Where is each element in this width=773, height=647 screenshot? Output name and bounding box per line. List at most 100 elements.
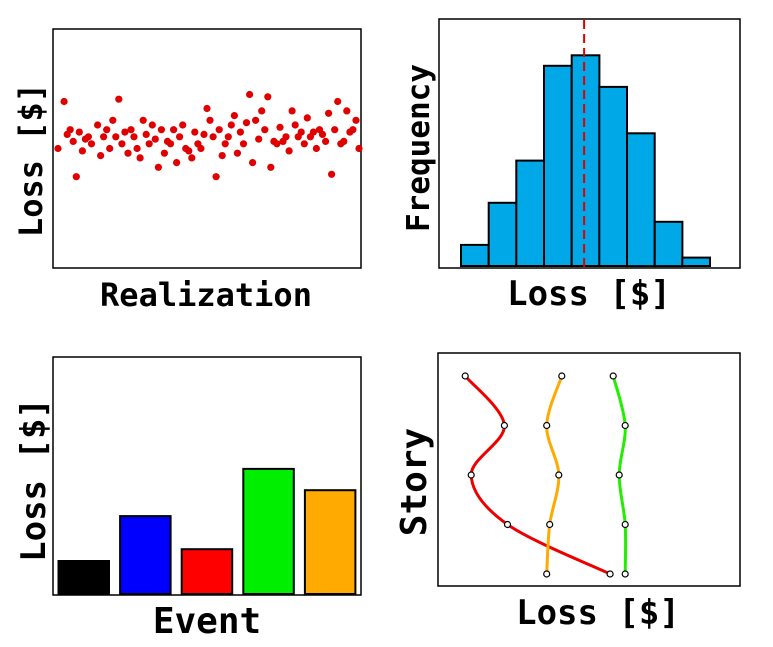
event-bar (180, 548, 234, 596)
scatter-point (276, 123, 284, 131)
scatter-points (54, 90, 363, 181)
scatter-point (127, 126, 135, 134)
story-point (558, 372, 566, 380)
scatter-point (103, 126, 111, 134)
scatter-point (340, 137, 348, 145)
scatter-point (106, 144, 114, 153)
panel-histogram: Loss [$] Frequency (401, 18, 741, 314)
scatter-point (66, 126, 74, 134)
histogram-bars (460, 54, 711, 268)
story-lines (461, 372, 629, 578)
scatter-point (239, 140, 248, 148)
scatter-point (148, 121, 156, 129)
scatter-point (255, 135, 263, 143)
scatter-point (261, 126, 269, 134)
scatter-point (246, 90, 254, 99)
scatter-point (273, 140, 281, 148)
story-point (543, 570, 551, 578)
scatter-point (227, 121, 235, 129)
scatter-point (209, 133, 217, 141)
event-bar (57, 560, 110, 595)
scatter-point (69, 137, 77, 145)
scatter-point (334, 97, 342, 106)
scatter-point (300, 140, 308, 148)
scatter-point (233, 149, 241, 157)
scatter-point (166, 140, 175, 148)
scatter-point (142, 130, 150, 138)
scatter-point (121, 128, 129, 136)
histogram-bar (598, 85, 628, 268)
histogram-bar (570, 54, 601, 267)
scatter-point (115, 95, 123, 103)
story-point (621, 570, 629, 578)
scatter-point (328, 170, 336, 178)
story-point (461, 372, 469, 380)
scatter-point (112, 133, 120, 141)
story-point (546, 520, 554, 529)
scatter-plot-frame (52, 28, 362, 269)
scatter-point (291, 121, 299, 129)
histogram-bar (653, 220, 684, 268)
scatter-point (97, 152, 105, 160)
scatter-point (318, 130, 327, 138)
scatter-point (297, 128, 305, 136)
scatter-point (212, 173, 220, 181)
histogram-bar (681, 256, 711, 268)
event-bar (119, 515, 172, 595)
scatter-point (118, 140, 126, 148)
histogram-ylabel: Frequency (401, 64, 437, 232)
scatter-point (145, 140, 153, 148)
story-point (615, 471, 623, 479)
histogram-xlabel: Loss [$] (507, 274, 671, 314)
scatter-point (322, 137, 330, 145)
histogram-bar (460, 243, 490, 267)
scatter-point (303, 114, 311, 122)
story-point (503, 520, 512, 529)
scatter-point (179, 121, 187, 129)
scatter-point (185, 147, 193, 155)
event-ylabel: Loss [$] (14, 398, 54, 562)
histogram-bar (487, 201, 518, 268)
scatter-xlabel: Realization (100, 276, 312, 314)
scatter-point (54, 144, 62, 153)
scatter-point (218, 152, 226, 160)
scatter-point (242, 119, 251, 127)
scatter-point (267, 163, 275, 171)
event-bars (57, 467, 357, 596)
scatter-point (124, 149, 132, 157)
scatter-point (352, 116, 360, 124)
scatter-point (176, 133, 184, 141)
scatter-point (325, 109, 333, 117)
story-point (621, 520, 629, 529)
scatter-point (252, 116, 260, 124)
scatter-point (249, 159, 257, 167)
scatter-point (258, 107, 266, 115)
histogram-bar (626, 132, 656, 268)
scatter-point (139, 116, 147, 124)
scatter-point (203, 104, 211, 113)
scatter-point (285, 147, 293, 155)
story-point (500, 421, 508, 430)
event-bar (303, 489, 357, 596)
scatter-point (60, 97, 68, 106)
story-point (609, 372, 617, 380)
scatter-point (94, 121, 102, 129)
story-xlabel: Loss [$] (516, 593, 680, 633)
event-bar (242, 467, 295, 595)
scatter-point (151, 135, 159, 143)
scatter-point (72, 173, 80, 181)
scatter-point (160, 149, 168, 157)
panel-event-bars: Event Loss [$] (14, 356, 362, 642)
histogram-bar (543, 64, 573, 267)
scatter-point (224, 133, 232, 141)
scatter-point (133, 144, 141, 153)
scatter-point (154, 163, 162, 171)
scatter-point (197, 144, 205, 153)
scatter-point (109, 116, 117, 124)
scatter-point (331, 126, 339, 134)
story-point (555, 471, 563, 479)
scatter-point (215, 126, 223, 134)
event-xlabel: Event (153, 601, 261, 642)
scatter-point (230, 112, 238, 120)
scatter-point (136, 154, 144, 162)
